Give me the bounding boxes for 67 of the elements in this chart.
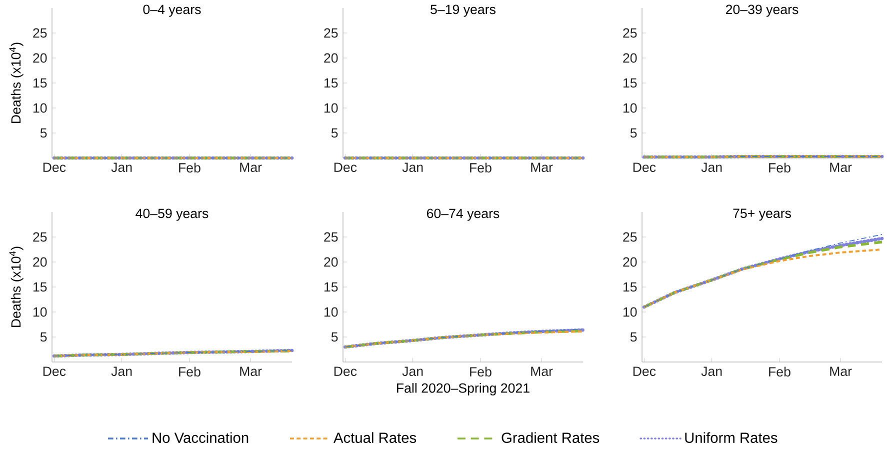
y-tick-label: 15 (324, 78, 338, 88)
y-tick-label: 25 (33, 28, 47, 38)
x-tick-label: Dec (334, 162, 357, 172)
x-tick-label: Dec (633, 366, 656, 376)
chart-title: 40–59 years (136, 208, 208, 221)
x-tick-label: Mar (240, 366, 262, 376)
y-tick-label: 5 (331, 128, 338, 138)
y-tick-label: 10 (324, 307, 338, 317)
x-axis-title: Fall 2020–Spring 2021 (397, 382, 530, 396)
y-tick-label: 5 (40, 128, 47, 138)
y-tick-label: 5 (331, 332, 338, 342)
x-tick-label: Mar (830, 162, 852, 172)
x-tick-label: Feb (769, 366, 790, 376)
y-tick-label: 10 (623, 307, 637, 317)
y-tick-label: 25 (324, 232, 338, 242)
y-tick-label: 10 (623, 103, 637, 113)
x-tick-label: Mar (531, 162, 553, 172)
x-tick-label: Jan (111, 162, 132, 172)
chart-title: 75+ years (733, 208, 791, 221)
y-tick-label: 10 (33, 307, 47, 317)
chart-title: 20–39 years (726, 4, 798, 17)
x-tick-label: Dec (43, 366, 66, 376)
x-tick-label: Dec (334, 366, 357, 376)
x-tick-label: Jan (402, 162, 423, 172)
x-tick-label: Dec (633, 162, 656, 172)
x-tick-label: Feb (470, 162, 492, 172)
y-axis-title: Deaths (x10$^{4}$) (9, 246, 24, 328)
y-tick-label: 5 (40, 332, 47, 342)
y-tick-label: 15 (623, 282, 637, 292)
y-tick-label: 20 (324, 53, 338, 63)
y-tick-label: 10 (324, 103, 338, 113)
y-tick-label: 25 (324, 28, 338, 38)
x-tick-label: Jan (402, 366, 423, 376)
y-tick-label: 15 (33, 282, 47, 292)
chart-title: 60–74 years (426, 208, 500, 221)
legend-label: Actual Rates (334, 432, 416, 443)
chart-title: 5–19 years (430, 4, 496, 17)
legend-label: Gradient Rates (502, 432, 600, 443)
x-tick-label: Feb (769, 162, 790, 172)
y-tick-label: 20 (623, 53, 637, 63)
y-tick-label: 20 (33, 53, 47, 63)
x-tick-label: Jan (701, 366, 722, 376)
y-tick-label: 25 (33, 232, 47, 242)
y-tick-label: 20 (623, 257, 637, 267)
y-tick-label: 10 (33, 103, 47, 113)
x-tick-label: Feb (179, 366, 200, 376)
legend-label: No Vaccination (152, 432, 248, 443)
y-tick-label: 20 (324, 257, 338, 267)
y-tick-label: 15 (623, 78, 637, 88)
x-tick-label: Jan (701, 162, 722, 172)
x-tick-label: Jan (111, 366, 132, 376)
y-tick-label: 5 (630, 128, 637, 138)
x-tick-label: Feb (179, 162, 200, 172)
y-tick-label: 25 (623, 232, 637, 242)
y-tick-label: 5 (630, 332, 637, 342)
y-tick-label: 20 (33, 257, 47, 267)
x-tick-label: Mar (531, 366, 553, 376)
x-tick-label: Mar (240, 162, 262, 172)
y-tick-label: 25 (623, 28, 637, 38)
x-tick-label: Feb (470, 366, 492, 376)
y-axis-title: Deaths (x10$^{4}$) (9, 42, 24, 123)
y-tick-label: 15 (33, 78, 47, 88)
x-tick-label: Mar (830, 366, 852, 376)
legend-label: Uniform Rates (685, 432, 778, 443)
x-tick-label: Dec (43, 162, 66, 172)
y-tick-label: 15 (324, 282, 338, 292)
chart-title: 0–4 years (143, 4, 201, 17)
